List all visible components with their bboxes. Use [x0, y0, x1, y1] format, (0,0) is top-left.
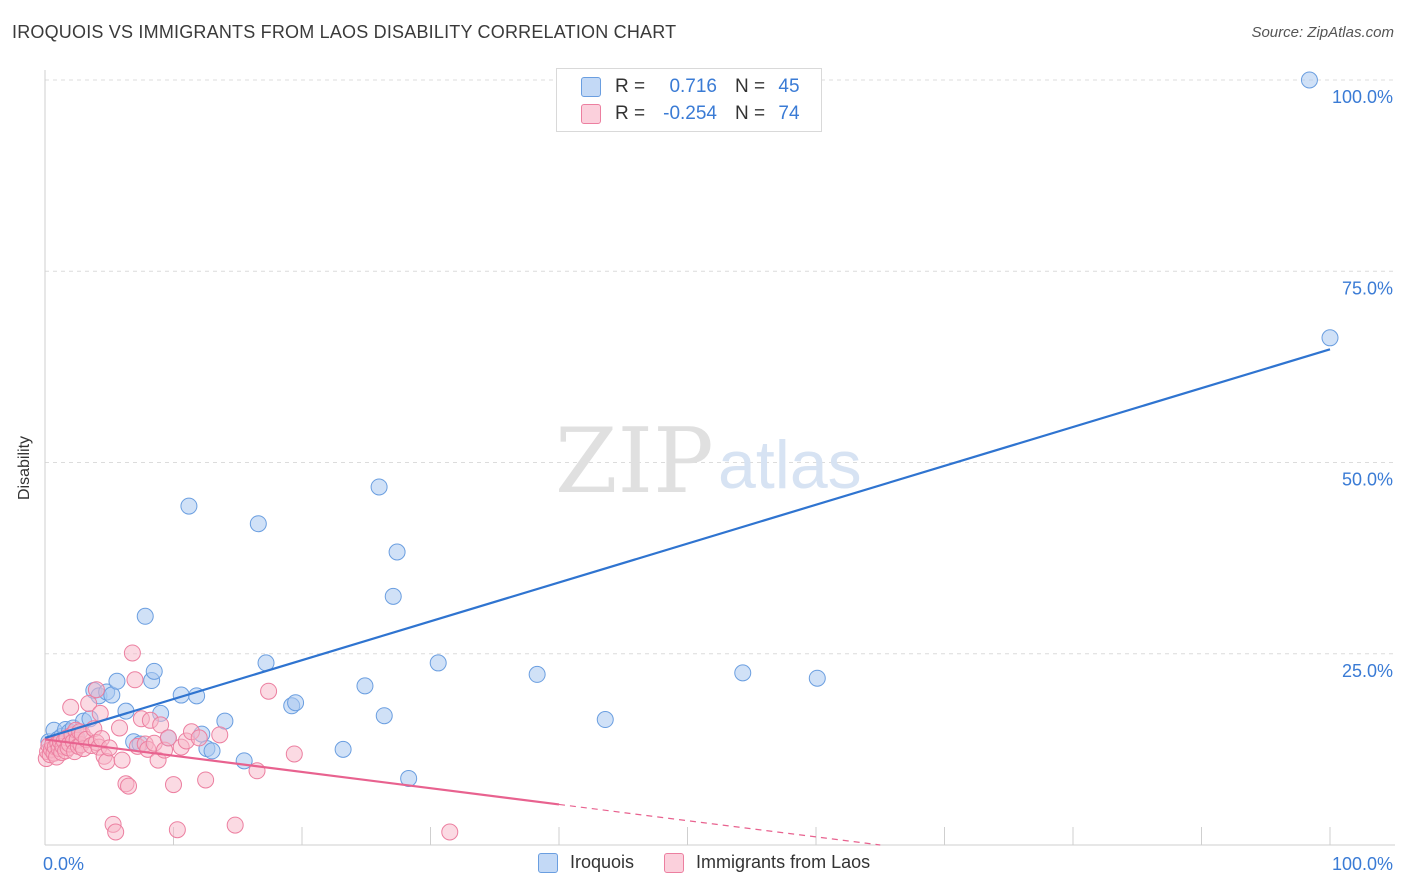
bottom-legend-swatch-iroquois	[538, 852, 558, 873]
bottom-legend: Iroquois Immigrants from Laos	[538, 852, 900, 873]
iroquois-point	[334, 740, 352, 758]
watermark-atlas: atlas	[718, 427, 862, 503]
legend-r-label: R =	[615, 103, 646, 124]
laos-point	[98, 753, 116, 771]
laos-point	[87, 681, 105, 699]
laos-point	[152, 716, 170, 734]
laos-point	[168, 821, 186, 839]
iroquois-point	[136, 607, 154, 625]
bottom-legend-iroquois: Iroquois	[538, 852, 634, 873]
iroquois-point	[203, 742, 221, 760]
source-note: Source: ZipAtlas.com	[1251, 24, 1394, 41]
tick-labels: 25.0% 50.0% 75.0% 100.0% 0.0% 100.0%	[43, 87, 1393, 874]
laos-point	[441, 823, 459, 841]
laos-point	[126, 671, 144, 689]
laos-point	[113, 751, 131, 769]
legend-row-laos: R = -0.254 N = 74	[581, 102, 809, 126]
bottom-legend-label-laos: Immigrants from Laos	[696, 852, 871, 872]
laos-point	[285, 745, 303, 763]
iroquois-point	[370, 478, 388, 496]
iroquois-point	[1300, 71, 1318, 89]
legend-r-label: R =	[615, 76, 646, 97]
laos-point	[226, 816, 244, 834]
legend-r-value: 0.716	[669, 76, 717, 97]
laos-points	[37, 644, 459, 841]
trend-lines	[44, 348, 1331, 846]
bottom-legend-laos: Immigrants from Laos	[664, 852, 870, 873]
iroquois-point	[145, 662, 163, 680]
laos-point	[120, 777, 138, 795]
legend-n-value: 74	[778, 103, 800, 124]
iroquois-point	[734, 664, 752, 682]
iroquois-point	[249, 515, 267, 533]
laos-point	[107, 823, 125, 841]
iroquois-point	[384, 587, 402, 605]
watermark: ZIP atlas	[555, 409, 862, 514]
legend-swatch-laos	[581, 104, 601, 124]
laos-point	[123, 644, 141, 662]
iroquois-point	[388, 543, 406, 561]
chart-title: IROQUOIS VS IMMIGRANTS FROM LAOS DISABIL…	[12, 22, 677, 42]
watermark-zip: ZIP	[555, 409, 714, 514]
laos-point	[111, 719, 129, 737]
grid-lines	[45, 79, 1395, 655]
laos-point	[165, 776, 182, 794]
laos-trend-extrapolation	[558, 803, 881, 846]
laos-point	[190, 729, 208, 747]
x-tick-label-min: 0.0%	[43, 854, 84, 874]
y-tick-label: 50.0%	[1342, 470, 1393, 490]
iroquois-point	[108, 672, 126, 690]
iroquois-point	[356, 677, 374, 695]
iroquois-point	[528, 665, 546, 683]
legend-row-iroquois: R = 0.716 N = 45	[581, 75, 809, 99]
legend-n-label: N =	[735, 76, 766, 97]
y-tick-label: 100.0%	[1332, 87, 1393, 107]
iroquois-point	[596, 711, 614, 729]
bottom-legend-swatch-laos	[664, 852, 685, 873]
legend-swatch-iroquois	[581, 77, 601, 97]
axes	[44, 70, 1395, 846]
iroquois-point	[1321, 329, 1339, 347]
legend-r-value: -0.254	[663, 103, 717, 124]
iroquois-trend-line	[44, 348, 1331, 739]
iroquois-point	[180, 497, 198, 515]
legend: R = 0.716 N = 45 R = -0.254 N = 74	[556, 68, 822, 132]
laos-point	[159, 729, 177, 747]
laos-point	[197, 771, 215, 789]
laos-point	[80, 694, 98, 712]
iroquois-point	[808, 669, 826, 687]
y-tick-label: 75.0%	[1342, 278, 1393, 298]
x-tick-label-max: 100.0%	[1332, 854, 1393, 874]
laos-trend-line	[44, 738, 560, 806]
laos-point	[211, 726, 229, 744]
bottom-legend-label-iroquois: Iroquois	[570, 852, 635, 872]
iroquois-point	[429, 654, 447, 672]
iroquois-point	[287, 694, 305, 712]
legend-n-value: 45	[778, 76, 800, 97]
legend-n-label: N =	[735, 103, 766, 124]
laos-point	[260, 682, 278, 700]
iroquois-point	[375, 707, 393, 725]
y-tick-label: 25.0%	[1342, 661, 1393, 681]
laos-point	[62, 698, 80, 716]
